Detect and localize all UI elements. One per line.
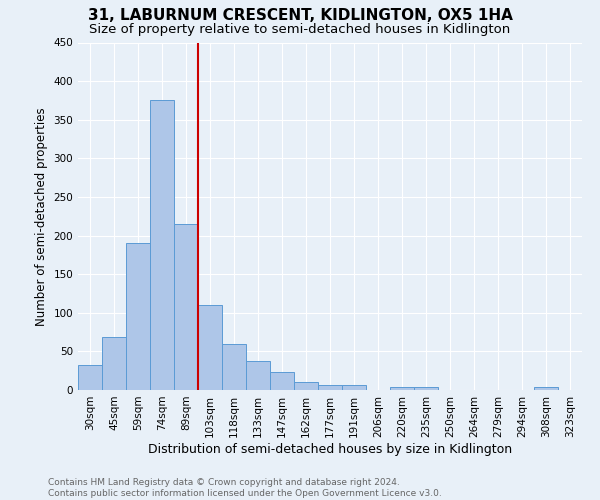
Bar	[198, 305, 222, 390]
Bar	[150, 100, 174, 390]
Y-axis label: Number of semi-detached properties: Number of semi-detached properties	[35, 107, 48, 326]
Bar	[318, 386, 342, 390]
Bar	[294, 382, 318, 390]
X-axis label: Distribution of semi-detached houses by size in Kidlington: Distribution of semi-detached houses by …	[148, 442, 512, 456]
Bar	[342, 386, 366, 390]
Bar	[270, 372, 294, 390]
Text: 31, LABURNUM CRESCENT, KIDLINGTON, OX5 1HA: 31, LABURNUM CRESCENT, KIDLINGTON, OX5 1…	[88, 8, 512, 22]
Text: Contains HM Land Registry data © Crown copyright and database right 2024.
Contai: Contains HM Land Registry data © Crown c…	[48, 478, 442, 498]
Bar	[102, 338, 126, 390]
Text: Size of property relative to semi-detached houses in Kidlington: Size of property relative to semi-detach…	[89, 22, 511, 36]
Bar	[222, 344, 246, 390]
Bar	[246, 360, 270, 390]
Bar	[414, 387, 438, 390]
Text: 31 LABURNUM CRESCENT: 103sqm
← 77% of semi-detached houses are smaller (863)
22%: 31 LABURNUM CRESCENT: 103sqm ← 77% of se…	[0, 499, 1, 500]
Bar	[78, 364, 102, 390]
Bar	[126, 244, 150, 390]
Bar	[174, 224, 198, 390]
Bar	[390, 387, 414, 390]
Bar	[534, 387, 558, 390]
